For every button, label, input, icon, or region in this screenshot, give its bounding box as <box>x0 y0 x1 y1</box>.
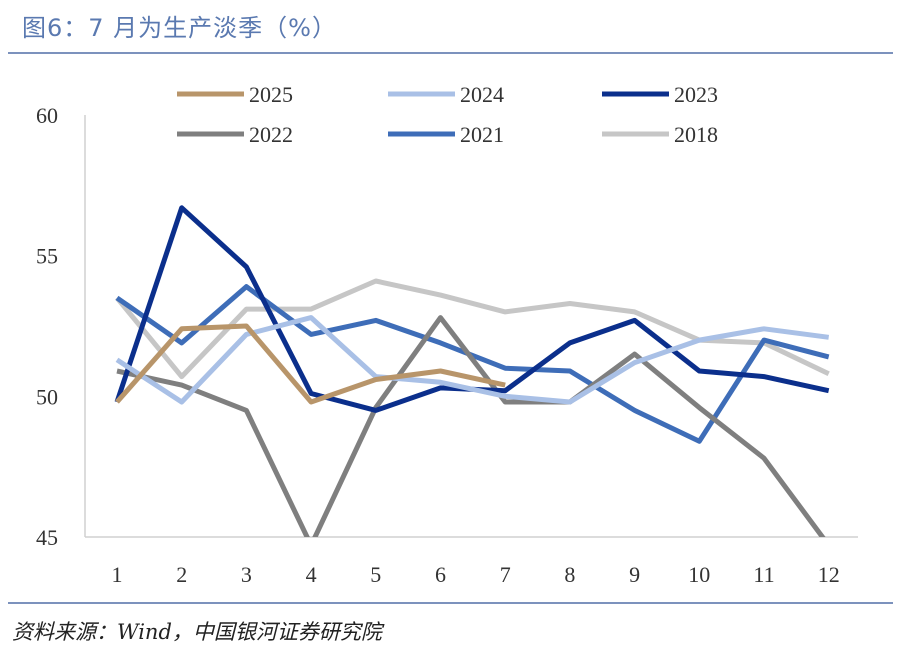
legend-item-2022: 2022 <box>177 122 293 147</box>
x-tick-label: 8 <box>564 562 575 587</box>
legend-item-2025: 2025 <box>177 82 293 107</box>
source-note: 资料来源：Wind，中国银河证券研究院 <box>12 620 382 644</box>
x-tick-label: 10 <box>688 562 710 587</box>
series-line-2021 <box>115 284 830 444</box>
x-tick-label: 2 <box>176 562 187 587</box>
series-line-2022 <box>116 315 826 537</box>
y-tick-label: 50 <box>36 384 58 409</box>
y-tick-label: 55 <box>36 244 58 269</box>
legend-item-2021: 2021 <box>388 122 504 147</box>
x-tick-label: 1 <box>112 562 123 587</box>
y-tick-label: 60 <box>36 103 58 128</box>
figure-title: 图6：7 月为生产淡季（%） <box>22 14 337 42</box>
x-tick-label: 6 <box>435 562 446 587</box>
x-tick-label: 11 <box>753 562 774 587</box>
x-tick-label: 9 <box>629 562 640 587</box>
chart-legend: 2025 2024 2023 2022 2021 2018 <box>177 82 718 147</box>
legend-label: 2022 <box>249 122 293 147</box>
y-tick-label: 45 <box>36 525 58 550</box>
legend-item-2023: 2023 <box>602 82 718 107</box>
x-tick-label: 12 <box>818 562 840 587</box>
chart-series <box>114 205 830 537</box>
legend-label: 2018 <box>674 122 718 147</box>
series-line-2024 <box>115 315 830 405</box>
legend-item-2024: 2024 <box>388 82 504 107</box>
x-tick-label: 7 <box>500 562 511 587</box>
series-line-2025 <box>115 323 506 405</box>
x-tick-label: 4 <box>306 562 317 587</box>
legend-label: 2024 <box>460 82 504 107</box>
legend-label: 2023 <box>674 82 718 107</box>
title-divider <box>8 52 893 54</box>
x-tick-label: 5 <box>370 562 381 587</box>
legend-label: 2025 <box>249 82 293 107</box>
legend-label: 2021 <box>460 122 504 147</box>
legend-item-2018: 2018 <box>602 122 718 147</box>
source-divider <box>8 602 893 604</box>
x-tick-label: 3 <box>241 562 252 587</box>
